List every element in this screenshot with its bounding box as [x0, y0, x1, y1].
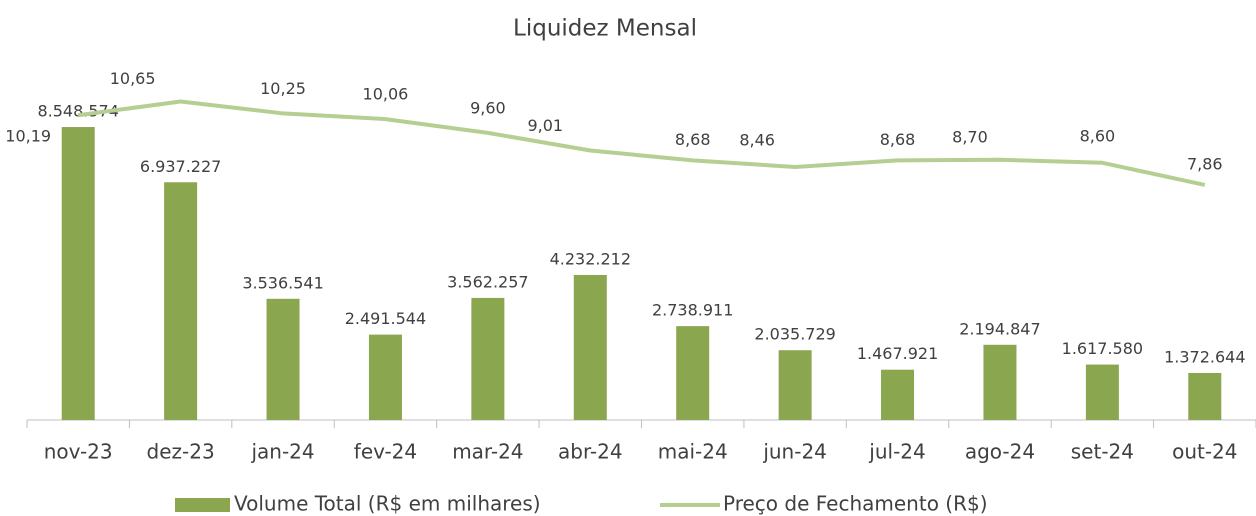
bar-data-label: 8.548.574 [37, 102, 118, 121]
x-tick-label: jun-24 [762, 440, 827, 464]
line-data-label: 10,19 [5, 127, 51, 146]
x-tick-label: nov-23 [44, 440, 113, 464]
bar-data-label: 3.536.541 [242, 273, 323, 292]
bar-data-label: 3.562.257 [447, 272, 528, 291]
x-tick-label: set-24 [1071, 440, 1134, 464]
x-tick-label: fev-24 [354, 440, 417, 464]
bar-data-label: 2.194.847 [959, 319, 1040, 338]
legend-swatch [175, 498, 230, 512]
x-tick-label: mai-24 [658, 440, 728, 464]
bar [983, 344, 1017, 420]
line-data-label: 7,86 [1187, 154, 1223, 173]
line-data-label: 8,60 [1080, 126, 1116, 145]
price-line [77, 99, 1206, 187]
bar-data-label: 4.232.212 [550, 249, 631, 268]
line-data-label: 10,06 [363, 85, 409, 104]
line-data-label: 9,01 [527, 116, 563, 135]
bar-data-label: 1.617.580 [1062, 339, 1143, 358]
line-data-label: 8,46 [739, 130, 775, 149]
x-tick-label: out-24 [1172, 440, 1237, 464]
line-data-label: 10,25 [260, 79, 306, 98]
bar-data-label: 1.372.644 [1164, 347, 1245, 366]
line-data-label: 8,68 [880, 130, 916, 149]
line-data-label: 9,60 [470, 98, 506, 117]
legend-label: Volume Total (R$ em milhares) [234, 492, 541, 516]
chart-title: Liquidez Mensal [513, 16, 697, 42]
bar [573, 274, 607, 420]
bar-data-label: 2.738.911 [652, 301, 733, 320]
x-tick-label: mar-24 [452, 440, 523, 464]
bar [1085, 364, 1119, 420]
bar-data-label: 6.937.227 [140, 157, 221, 176]
bar [61, 127, 95, 420]
x-tick-label: jan-24 [250, 440, 314, 464]
bar-data-label: 2.035.729 [754, 325, 835, 344]
bar [676, 326, 710, 420]
bar [266, 298, 300, 420]
bar-data-label: 1.467.921 [857, 344, 938, 363]
bar [164, 182, 198, 420]
line-data-label: 8,70 [952, 127, 988, 146]
legend-label: Preço de Fechamento (R$) [723, 492, 988, 516]
x-tick-label: ago-24 [965, 440, 1035, 464]
bar [368, 334, 402, 420]
bar [471, 297, 505, 420]
bar [778, 350, 812, 420]
line-data-label: 10,65 [110, 69, 156, 88]
line-data-label: 8,68 [675, 130, 711, 149]
x-tick-label: abr-24 [558, 440, 623, 464]
x-tick-label: jul-24 [868, 440, 925, 464]
bar-data-label: 2.491.544 [345, 309, 426, 328]
bar [881, 369, 915, 420]
x-tick-label: dez-23 [147, 440, 215, 464]
bar [1188, 372, 1222, 420]
